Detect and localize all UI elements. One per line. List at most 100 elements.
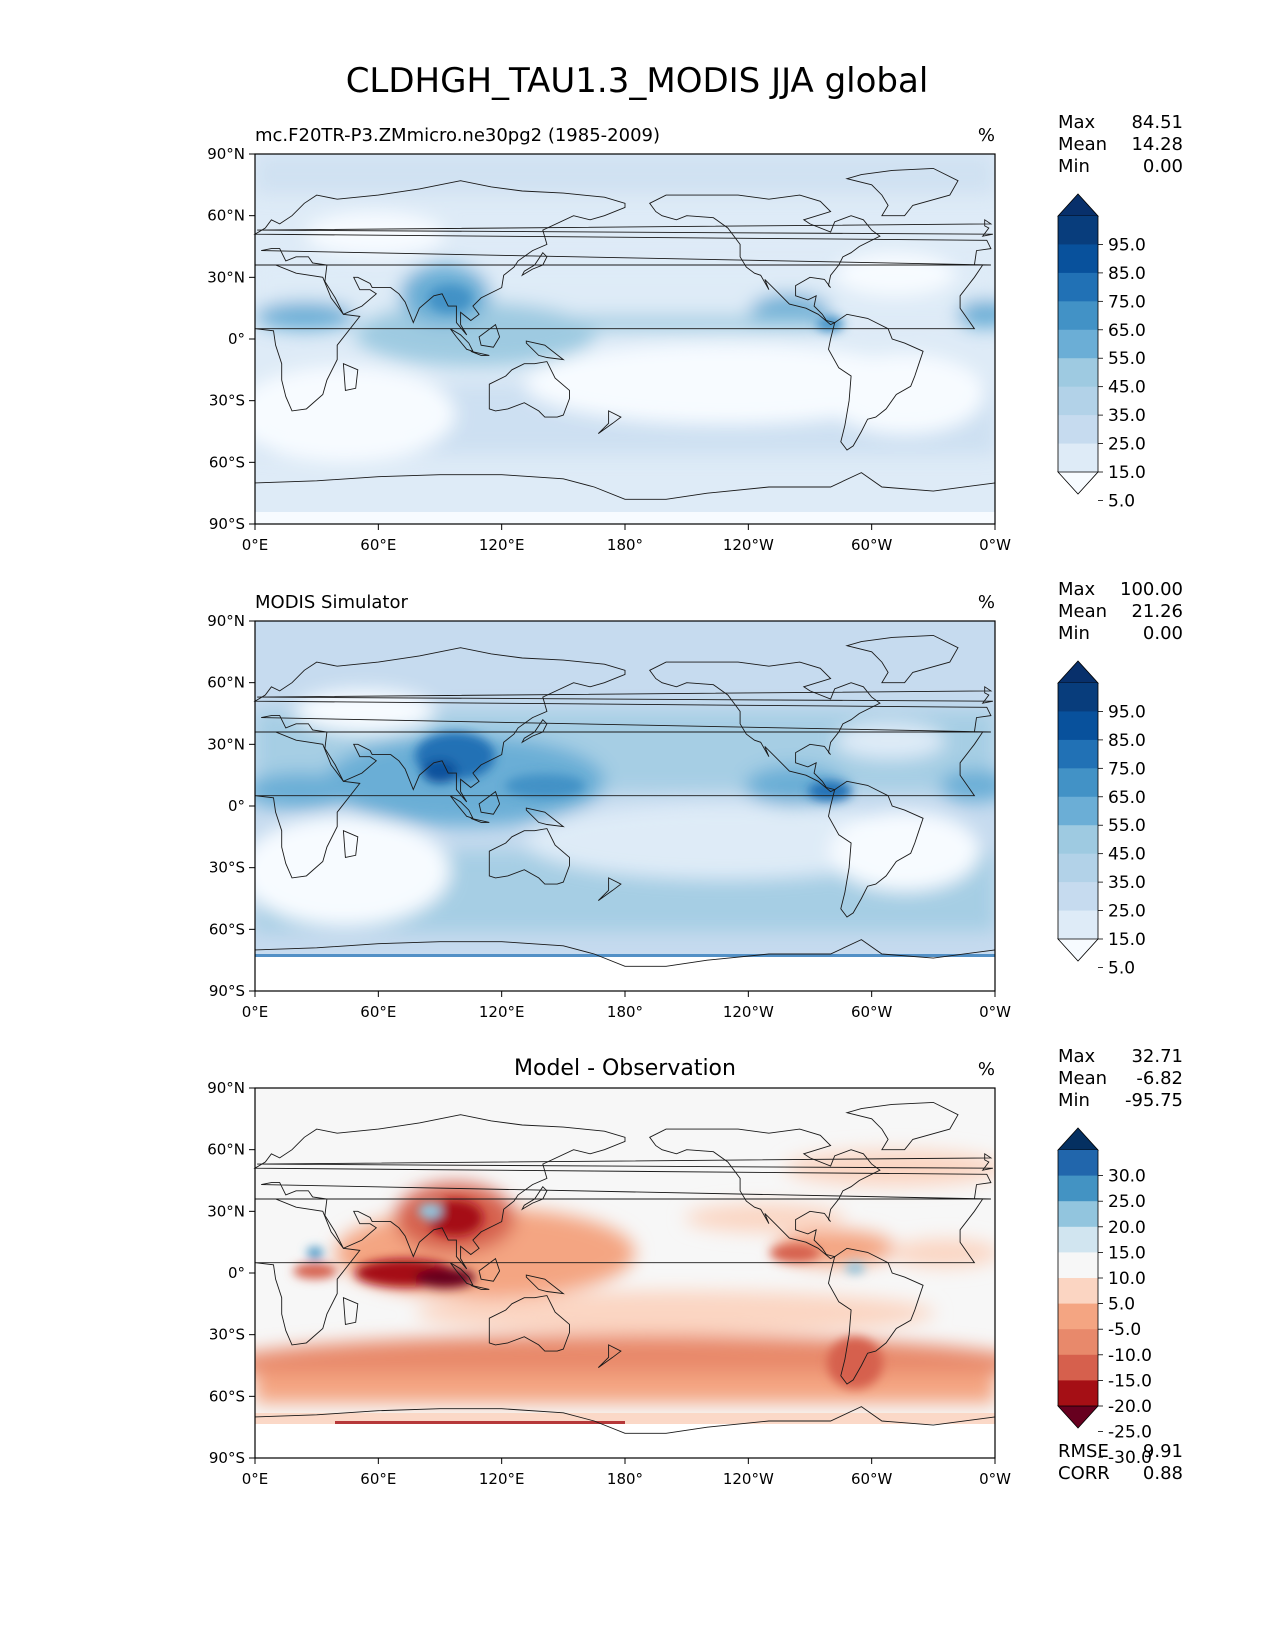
colorbar-segment xyxy=(1058,1150,1098,1177)
coastline xyxy=(525,340,565,361)
coastline xyxy=(254,939,996,967)
coastline xyxy=(828,1247,924,1385)
stat-label-mean: Mean xyxy=(1058,1068,1107,1089)
x-tick-label: 0°E xyxy=(242,1003,269,1021)
colorbar-tick-label: -5.0 xyxy=(1108,1320,1141,1340)
colorbar-segment xyxy=(1058,216,1098,245)
colorbar-segment xyxy=(1058,1226,1098,1253)
colorbar-segment xyxy=(1058,1329,1098,1356)
colorbar-segment xyxy=(1058,882,1098,912)
colorbar-extend-max xyxy=(1057,660,1099,684)
colorbar-tick-label: 95.0 xyxy=(1108,702,1146,722)
colorbar-tick-label: 10.0 xyxy=(1108,1269,1146,1289)
y-tick-label: 0° xyxy=(228,330,245,348)
x-tick-label: 0°W xyxy=(979,1470,1011,1488)
field-patch xyxy=(255,366,455,462)
y-tick-label: 90°N xyxy=(207,1079,245,1097)
coastline xyxy=(845,167,959,217)
coastline xyxy=(253,647,992,803)
coastline xyxy=(597,1344,622,1368)
x-tick-label: 60°W xyxy=(851,1003,893,1021)
stat-value-mean: 14.28 xyxy=(1131,134,1183,155)
coastline xyxy=(597,877,622,901)
colorbar-tick-label: 25.0 xyxy=(1108,1192,1146,1212)
metric-label-corr: CORR xyxy=(1058,1463,1110,1484)
field-patch xyxy=(525,803,925,879)
y-tick-label: 60°N xyxy=(207,1141,245,1159)
y-tick-label: 90°N xyxy=(207,145,245,163)
metric-label-rmse: RMSE xyxy=(1058,1441,1109,1462)
panel-observation: 0°E 60°E 120°E 180° 120°W 60°W 0°W 90°N 60°N 30°… xyxy=(207,579,1183,1021)
coastline xyxy=(597,410,622,434)
stat-label-max: Max xyxy=(1058,112,1096,133)
colorbar-segment xyxy=(1058,358,1098,388)
metrics-block: RMSE CORR 9.91 0.88 xyxy=(1058,1441,1183,1484)
colorbar-tick-label: 55.0 xyxy=(1108,349,1146,369)
y-tick-label: 30°S xyxy=(209,859,245,877)
y-axis: 90°N 60°N 30°N 0° 30°S 60°S 90°S xyxy=(207,1079,255,1467)
y-tick-label: 30°N xyxy=(207,735,245,753)
x-tick-label: 60°E xyxy=(360,536,396,554)
colorbar-tick-label: 15.0 xyxy=(1108,463,1146,483)
field-patch xyxy=(422,759,458,783)
field-patch xyxy=(845,1262,865,1274)
colorbar-tick-label: 95.0 xyxy=(1108,235,1146,255)
field-patch xyxy=(293,1263,337,1279)
coastline xyxy=(488,361,570,418)
x-tick-label: 60°E xyxy=(360,1003,396,1021)
coastline xyxy=(449,328,474,353)
y-tick-label: 0° xyxy=(228,1264,245,1282)
panel-title: Model - Observation xyxy=(514,1056,736,1081)
field-patch xyxy=(255,816,450,926)
colorbar-segment xyxy=(1058,910,1098,940)
units-label: % xyxy=(978,125,995,146)
colorbar-tick-label: -10.0 xyxy=(1108,1346,1152,1366)
field-patch xyxy=(255,154,995,194)
colorbar-segment xyxy=(1058,272,1098,302)
stat-value-max: 84.51 xyxy=(1131,112,1183,133)
coastline xyxy=(521,251,548,277)
field-patch xyxy=(830,811,980,891)
field-patch xyxy=(525,344,925,424)
field-patch xyxy=(825,354,985,434)
map-field xyxy=(255,621,995,991)
stat-value-min: 0.00 xyxy=(1143,623,1183,644)
field-patch xyxy=(505,774,585,798)
x-axis: 0°E 60°E 120°E 180° 120°W 60°W 0°W xyxy=(242,1458,1011,1488)
field-patch xyxy=(295,689,435,733)
colorbar-tick-label: 85.0 xyxy=(1108,731,1146,751)
colorbar-tick-label: 5.0 xyxy=(1108,491,1135,511)
field-patch xyxy=(325,736,605,826)
figure-title: CLDHGH_TAU1.3_MODIS JJA global xyxy=(346,61,929,101)
stat-label-mean: Mean xyxy=(1058,601,1107,622)
y-tick-label: 90°N xyxy=(207,612,245,630)
x-tick-label: 0°W xyxy=(979,536,1011,554)
colorbar-segment xyxy=(1058,1252,1098,1279)
colorbar-tick-label: -15.0 xyxy=(1108,1371,1152,1391)
field-patch xyxy=(890,1239,995,1267)
field-patch xyxy=(685,1204,845,1232)
coastline xyxy=(521,1185,548,1211)
coastline xyxy=(478,1257,501,1282)
stat-value-max: 32.71 xyxy=(1131,1046,1183,1067)
y-tick-label: 60°S xyxy=(209,1387,245,1405)
y-axis: 90°N 60°N 30°N 0° 30°S 60°S 90°S xyxy=(207,145,255,533)
coastlines xyxy=(253,634,996,967)
field-patch xyxy=(835,252,955,296)
field-patch xyxy=(555,316,815,330)
stat-label-min: Min xyxy=(1058,1090,1090,1111)
field-patch xyxy=(305,212,445,256)
coastline xyxy=(257,685,993,704)
colorbar-segment xyxy=(1058,415,1098,445)
x-tick-label: 120°E xyxy=(479,1470,525,1488)
y-tick-label: 30°S xyxy=(209,1326,245,1344)
coastline xyxy=(488,828,570,885)
coastline xyxy=(449,1262,474,1287)
metric-value-corr: 0.88 xyxy=(1143,1463,1183,1484)
colorbar-extend-max xyxy=(1057,193,1099,217)
colorbar-segment xyxy=(1058,768,1098,798)
colorbar-segment xyxy=(1058,1380,1098,1407)
x-tick-label: 0°E xyxy=(242,1470,269,1488)
colorbar-outline xyxy=(1057,216,1099,472)
